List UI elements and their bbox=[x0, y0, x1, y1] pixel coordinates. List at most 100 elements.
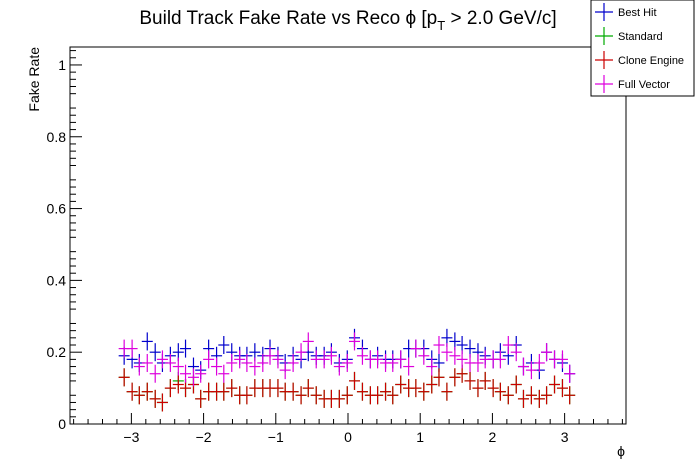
data-point bbox=[472, 353, 484, 372]
data-point bbox=[426, 357, 438, 376]
x-tick-label: 2 bbox=[489, 429, 497, 445]
data-point bbox=[141, 382, 153, 401]
data-point bbox=[533, 389, 545, 408]
data-point bbox=[549, 375, 561, 394]
series-clone-engine bbox=[118, 364, 576, 412]
y-tick-label: 0 bbox=[58, 416, 66, 432]
data-point bbox=[218, 382, 230, 401]
data-point bbox=[372, 386, 384, 405]
data-point bbox=[164, 379, 176, 398]
data-point bbox=[456, 350, 468, 369]
legend-entry: Best Hit bbox=[595, 3, 657, 21]
data-point bbox=[149, 364, 161, 383]
data-point bbox=[156, 393, 168, 412]
data-point bbox=[156, 350, 168, 369]
legend-label: Standard bbox=[618, 31, 663, 43]
legend-box bbox=[590, 0, 695, 97]
data-point bbox=[525, 361, 537, 380]
legend-entries: Best Hit Standard Clone Engine Full Vector bbox=[595, 3, 684, 93]
chart-title-subscript: T bbox=[437, 18, 445, 33]
data-point bbox=[517, 357, 529, 376]
data-point bbox=[541, 343, 553, 362]
x-tick-label: 3 bbox=[561, 429, 569, 445]
data-point bbox=[418, 382, 430, 401]
x-tick-labels: −3 −2 −1 0 1 2 3 bbox=[123, 429, 568, 445]
data-point bbox=[203, 350, 215, 369]
data-point bbox=[187, 368, 199, 387]
data-point bbox=[295, 343, 307, 362]
data-point bbox=[172, 357, 184, 376]
data-point bbox=[348, 332, 360, 351]
data-point bbox=[418, 346, 430, 365]
data-point bbox=[441, 382, 453, 401]
data-point bbox=[356, 382, 368, 401]
data-point bbox=[272, 350, 284, 369]
data-point bbox=[126, 382, 138, 401]
data-point bbox=[149, 343, 161, 362]
data-point bbox=[180, 339, 192, 358]
data-point bbox=[164, 353, 176, 372]
data-point bbox=[241, 386, 253, 405]
data-point bbox=[426, 375, 438, 394]
chart-title-main: Build Track Fake Rate vs Reco ϕ [p bbox=[139, 8, 437, 29]
data-point bbox=[556, 379, 568, 398]
data-point bbox=[141, 332, 153, 351]
data-point bbox=[433, 368, 445, 387]
data-point bbox=[387, 353, 399, 372]
chart-title-rest: > 2.0 GeV/c] bbox=[445, 8, 556, 29]
data-point bbox=[472, 379, 484, 398]
data-point bbox=[257, 353, 269, 372]
data-point bbox=[556, 350, 568, 369]
y-tick-label: 0.2 bbox=[47, 344, 67, 360]
chart-title: Build Track Fake Rate vs Reco ϕ [pT > 2.… bbox=[139, 8, 556, 33]
data-point bbox=[348, 371, 360, 390]
data-point bbox=[133, 357, 145, 376]
legend-label: Best Hit bbox=[618, 7, 657, 19]
data-point bbox=[318, 350, 330, 369]
data-point bbox=[279, 361, 291, 380]
data-point bbox=[410, 379, 422, 398]
data-point bbox=[372, 350, 384, 369]
legend: Best Hit Standard Clone Engine Full Vector bbox=[590, 0, 695, 97]
data-point bbox=[234, 350, 246, 369]
data-point bbox=[441, 343, 453, 362]
data-point bbox=[195, 389, 207, 408]
legend-entry: Full Vector bbox=[595, 75, 670, 93]
data-point bbox=[302, 379, 314, 398]
x-tick-label: −1 bbox=[268, 429, 284, 445]
data-point bbox=[118, 368, 130, 387]
x-axis-label: ϕ bbox=[617, 443, 625, 459]
y-tick-label: 0.6 bbox=[47, 201, 67, 217]
data-point bbox=[325, 346, 337, 365]
data-point bbox=[410, 339, 422, 358]
data-point bbox=[218, 336, 230, 355]
data-point bbox=[295, 386, 307, 405]
data-point bbox=[172, 375, 184, 394]
data-point bbox=[356, 346, 368, 365]
data-point bbox=[464, 371, 476, 390]
data-point bbox=[487, 379, 499, 398]
data-point bbox=[226, 353, 238, 372]
data-point bbox=[249, 357, 261, 376]
y-tick-label: 1 bbox=[58, 57, 66, 73]
data-point bbox=[502, 336, 514, 355]
data-point bbox=[310, 386, 322, 405]
data-point bbox=[387, 386, 399, 405]
data-point bbox=[287, 382, 299, 401]
data-point bbox=[449, 368, 461, 387]
data-point bbox=[126, 339, 138, 358]
data-point bbox=[333, 357, 345, 376]
x-tick-label: 0 bbox=[344, 429, 352, 445]
data-point bbox=[502, 386, 514, 405]
data-point bbox=[564, 386, 576, 405]
data-point bbox=[510, 343, 522, 362]
plot-frame bbox=[69, 46, 627, 425]
y-tick-label: 0.4 bbox=[47, 272, 67, 288]
x-tick-label: 1 bbox=[416, 429, 424, 445]
data-point bbox=[403, 357, 415, 376]
data-point bbox=[517, 389, 529, 408]
legend-entry: Standard bbox=[595, 27, 663, 45]
data-point bbox=[510, 375, 522, 394]
data-point bbox=[494, 350, 506, 369]
